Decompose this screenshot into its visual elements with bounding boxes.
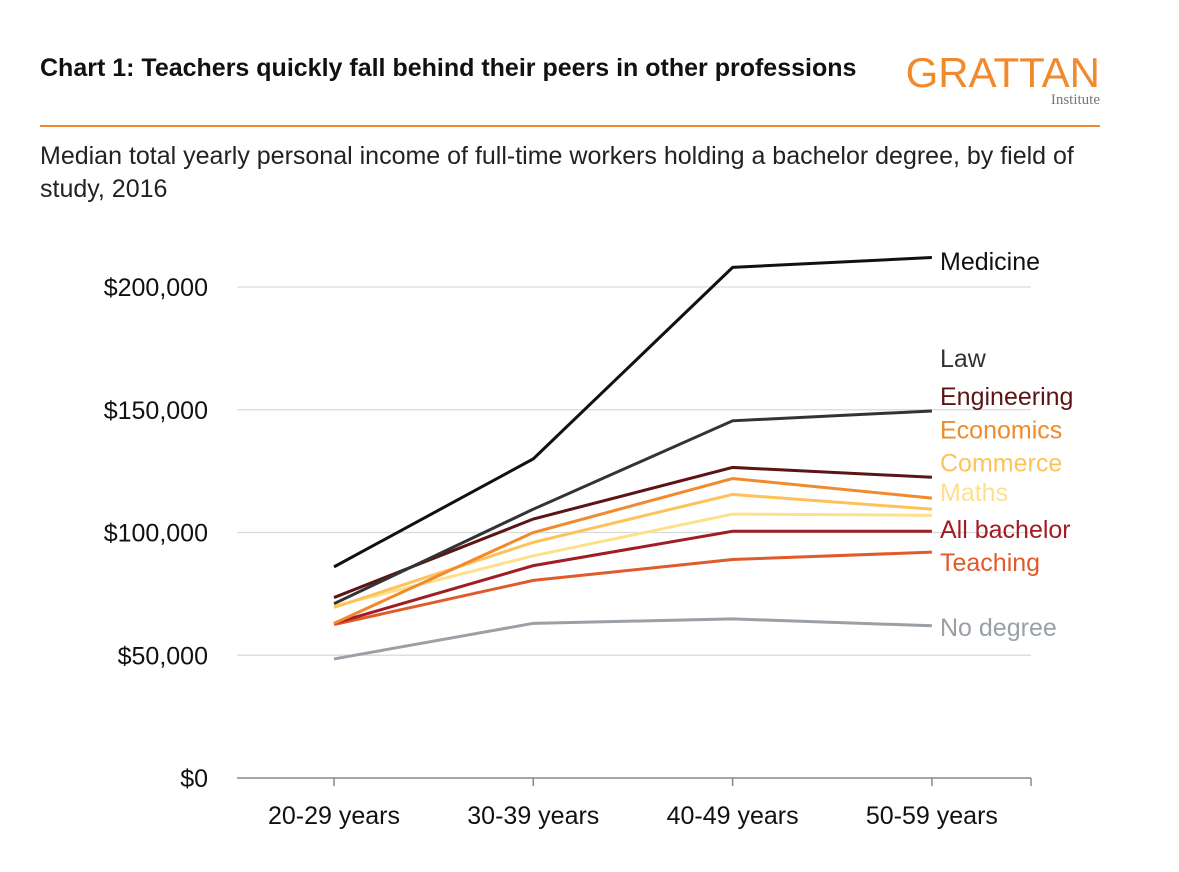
series-label-commerce: Commerce xyxy=(940,450,1062,478)
x-tick-label: 40-49 years xyxy=(667,802,799,830)
series-line-commerce xyxy=(333,492,933,609)
series-line-medicine xyxy=(333,256,932,569)
y-tick-label: $0 xyxy=(180,765,208,793)
chart-subtitle: Median total yearly personal income of f… xyxy=(40,142,1074,203)
logo-name: GRATTAN xyxy=(905,49,1100,96)
x-tick-label: 50-59 years xyxy=(866,802,998,830)
series-labels: No degree Teaching All bachelor MathsCommer… xyxy=(940,248,1073,642)
series-line-all-bachelor xyxy=(333,529,932,625)
series-label-teaching: Teaching xyxy=(940,549,1040,577)
series-label-no-degree: No degree xyxy=(940,614,1057,642)
series-line-maths xyxy=(333,512,932,608)
x-tick-label: 20-29 years xyxy=(268,802,400,830)
series-label-medicine: Medicine xyxy=(940,248,1040,276)
y-tick-label: $50,000 xyxy=(118,642,208,670)
y-tick-label: $150,000 xyxy=(104,397,208,425)
grattan-logo: GRATTAN Institute xyxy=(880,49,1100,109)
y-tick-label: $100,000 xyxy=(104,520,208,548)
series-label-engineering: Engineering xyxy=(940,383,1073,411)
logo-sub: Institute xyxy=(1050,92,1100,108)
series-line-law xyxy=(333,409,932,606)
series-line-economics xyxy=(333,476,933,625)
series-line-no-degree xyxy=(333,617,932,661)
series-label-economics: Economics xyxy=(940,416,1062,444)
y-tick-label: $200,000 xyxy=(104,274,208,302)
series-label-all-bachelor: All bachelor xyxy=(940,516,1071,544)
series-label-law: Law xyxy=(940,345,987,373)
title-rule xyxy=(40,125,1100,127)
chart-title: Chart 1: Teachers quickly fall behind th… xyxy=(40,54,857,82)
axes: $0 $50,000 $100,000 $150,000 $200,000 20-29 y… xyxy=(104,274,1032,830)
series-line-teaching xyxy=(333,550,932,627)
x-tick-label: 30-39 years xyxy=(467,802,599,830)
series-lines xyxy=(333,256,933,661)
series-label-maths: Maths xyxy=(940,479,1008,507)
series-line-engineering xyxy=(333,465,932,599)
